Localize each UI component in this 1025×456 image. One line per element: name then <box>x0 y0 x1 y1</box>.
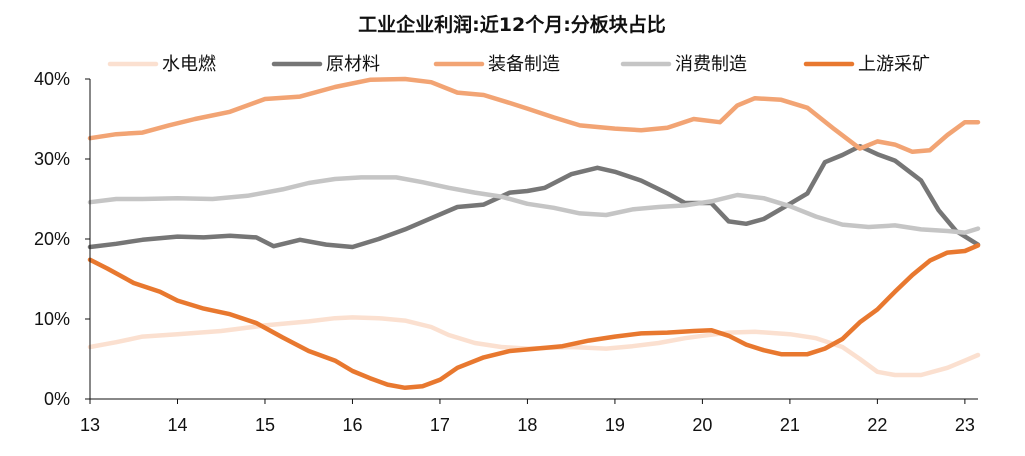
x-tick-label: 19 <box>605 415 625 435</box>
legend-label-0: 水电燃 <box>162 54 216 75</box>
x-tick-label: 23 <box>955 415 975 435</box>
y-tick-label: 30% <box>34 149 70 169</box>
series-line-0 <box>87 315 981 378</box>
chart-title: 工业企业利润:近12个月:分板块占比 <box>358 13 666 36</box>
legend-label-1: 原材料 <box>326 54 380 75</box>
y-tick-label: 10% <box>34 309 70 329</box>
x-tick-label: 21 <box>780 415 800 435</box>
x-tick-label: 20 <box>692 415 712 435</box>
legend-label-2: 装备制造 <box>488 54 560 75</box>
axes: 0% 10% 20% 30% 40% 13 14 15 16 17 18 19 20 21 22 23 <box>34 69 978 435</box>
series-line-2 <box>87 76 981 155</box>
x-tick-label: 22 <box>867 415 887 435</box>
legend-label-4: 上游采矿 <box>858 54 930 75</box>
y-tick-label: 0% <box>44 389 70 409</box>
plot-area <box>87 76 981 391</box>
x-tick-label: 13 <box>80 415 100 435</box>
series-line-3 <box>87 175 981 235</box>
y-tick-label: 20% <box>34 229 70 249</box>
x-tick-label: 15 <box>255 415 275 435</box>
legend: 水电燃 原材料 装备制造 消费制造 上游采矿 <box>107 54 930 75</box>
x-tick-label: 18 <box>517 415 537 435</box>
series-line-1 <box>87 143 981 250</box>
x-tick-label: 16 <box>342 415 362 435</box>
y-tick-label: 40% <box>34 69 70 89</box>
x-tick-label: 17 <box>430 415 450 435</box>
x-tick-label: 14 <box>167 415 187 435</box>
series-line-4 <box>87 243 981 391</box>
legend-label-3: 消费制造 <box>675 54 747 75</box>
